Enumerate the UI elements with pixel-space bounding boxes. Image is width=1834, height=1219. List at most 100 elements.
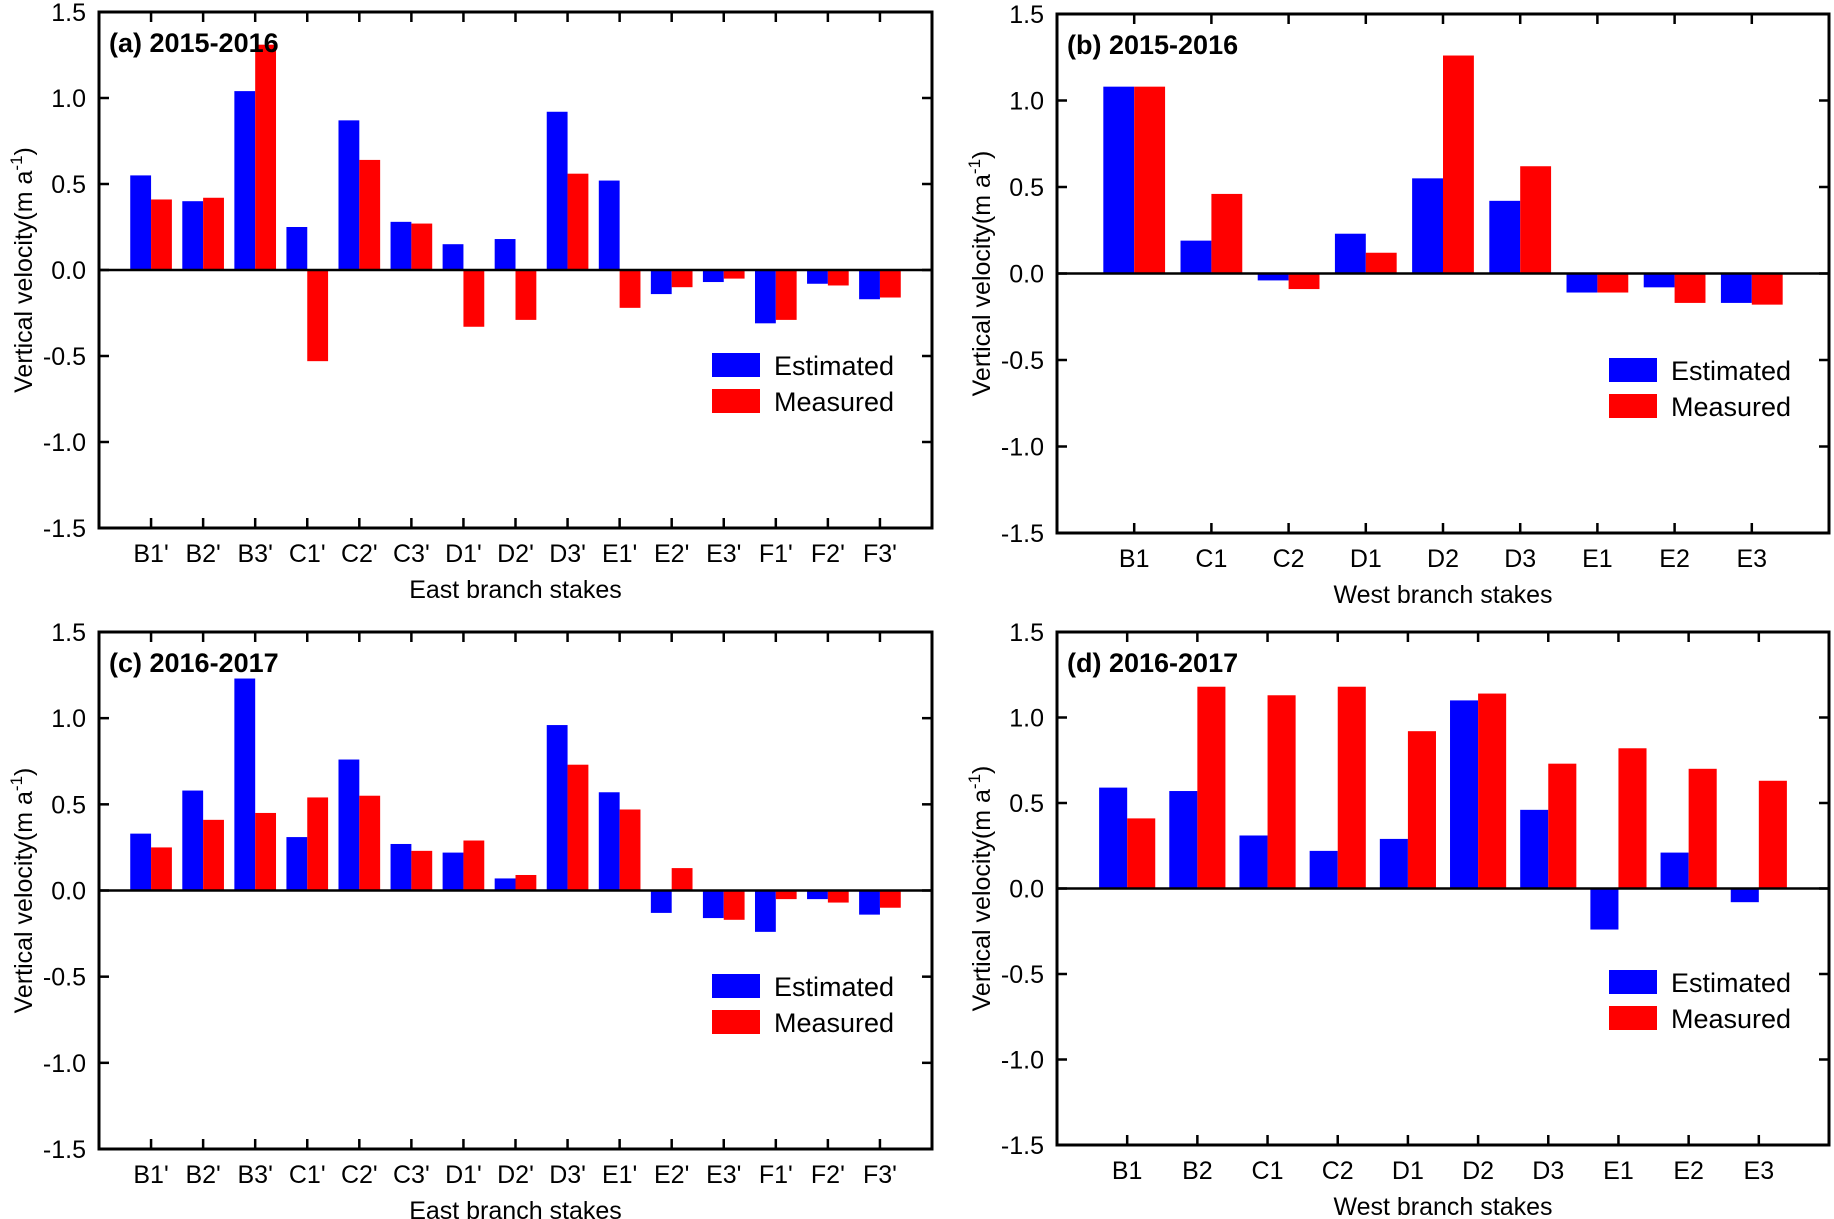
bar-estimated-e3 — [1730, 888, 1759, 903]
x-tick-label: D1 — [1350, 545, 1382, 573]
bar-measured-c3p — [411, 850, 433, 891]
bar-measured-f1p — [775, 270, 797, 320]
x-tick-label: B1' — [133, 1161, 168, 1189]
bar-measured-d2 — [1478, 693, 1507, 889]
bar-estimated-d3 — [1520, 809, 1549, 889]
x-tick-label: E2' — [654, 540, 689, 568]
legend-label-estimated: Estimated — [774, 351, 894, 381]
x-tick-label: F3' — [863, 540, 897, 568]
y-tick-label: -1.5 — [1001, 520, 1044, 548]
x-tick-label: E2 — [1673, 1157, 1704, 1185]
y-tick-label: 1.0 — [51, 705, 86, 733]
legend-swatch-measured — [1609, 1006, 1657, 1030]
bar-measured-d2 — [1443, 55, 1474, 274]
legend-label-measured: Measured — [1671, 392, 1791, 422]
bar-estimated-d1 — [1379, 838, 1408, 889]
bar-estimated-b1 — [1103, 86, 1135, 274]
panel-title: (a) 2015-2016 — [109, 28, 279, 58]
panel-a: 1.5 1.0 0.5 0.0 -0.5 -1.0 -1.5 B1' B2' B3' C1' C2' C… — [7, 0, 934, 604]
bar-estimated-e1 — [1566, 273, 1598, 293]
x-tick-label: C3' — [393, 1161, 430, 1189]
bar-estimated-b1p — [130, 175, 152, 270]
legend-swatch-estimated — [712, 353, 760, 377]
y-tick-label: -1.5 — [1001, 1132, 1044, 1160]
legend-swatch-measured — [712, 1010, 760, 1034]
y-tick-label: -1.0 — [1001, 434, 1044, 462]
bar-measured-f2p — [827, 890, 849, 903]
x-tick-label: F1' — [759, 1161, 793, 1189]
y-tick-label: -1.5 — [43, 1136, 86, 1164]
x-tick-label: F3' — [863, 1161, 897, 1189]
x-tick-label: B1 — [1112, 1157, 1143, 1185]
x-tick-label: E3' — [706, 1161, 741, 1189]
bar-estimated-b2p — [182, 201, 204, 270]
bar-measured-b1 — [1127, 818, 1156, 889]
bar-estimated-e2p — [650, 270, 672, 295]
x-tick-label: C1 — [1195, 545, 1227, 573]
bar-estimated-e3p — [702, 890, 724, 919]
x-axis-title: West branch stakes — [1333, 1193, 1552, 1219]
x-tick-label: F2' — [811, 540, 845, 568]
panel-c: 1.5 1.0 0.5 0.0 -0.5 -1.0 -1.5 B1' B2' B3' C1' C2' C… — [7, 619, 934, 1219]
bar-measured-c3p — [411, 223, 433, 270]
x-tick-label: C2' — [341, 540, 378, 568]
x-tick-label: E3 — [1744, 1157, 1775, 1185]
y-tick-label: 1.0 — [51, 85, 86, 113]
bar-measured-c2 — [1337, 686, 1366, 889]
legend-swatch-estimated — [1609, 970, 1657, 994]
x-tick-label: E2' — [654, 1161, 689, 1189]
bar-measured-f2p — [827, 270, 849, 286]
bar-estimated-b2 — [1169, 791, 1198, 889]
panel-title: (b) 2015-2016 — [1067, 30, 1238, 60]
bar-estimated-b2p — [182, 790, 204, 891]
bar-estimated-e2 — [1643, 273, 1675, 288]
bar-estimated-e1 — [1590, 888, 1619, 930]
y-axis-title: Vertical velocity(m a-1) — [7, 147, 38, 393]
y-tick-label: 1.5 — [1009, 1, 1044, 29]
bar-estimated-d3p — [546, 725, 568, 891]
x-tick-label: E1' — [602, 1161, 637, 1189]
x-tick-label: B2' — [185, 1161, 220, 1189]
x-tick-label: D2 — [1427, 545, 1459, 573]
bar-measured-e2p — [671, 868, 693, 891]
bar-estimated-f2p — [807, 270, 828, 284]
legend-label-measured: Measured — [774, 387, 894, 417]
x-tick-label: F1' — [759, 540, 793, 568]
bar-measured-c1p — [307, 797, 329, 891]
y-tick-label: 0.0 — [1009, 261, 1044, 289]
y-axis-title: Vertical velocity(m a-1) — [965, 151, 996, 397]
bar-measured-c2p — [359, 795, 381, 891]
x-tick-label: E1' — [602, 540, 637, 568]
bar-measured-b1p — [151, 199, 172, 270]
bar-estimated-c2p — [338, 120, 360, 270]
x-tick-label: C2 — [1273, 545, 1305, 573]
panel-b: 1.5 1.0 0.5 0.0 -0.5 -1.0 -1.5 B1 C1 C2 D1 D2 D3 E1 E2… — [965, 1, 1831, 609]
legend-label-estimated: Estimated — [1671, 356, 1791, 386]
x-tick-label: C1' — [289, 540, 326, 568]
y-tick-label: -1.0 — [43, 1050, 86, 1078]
y-tick-label: -0.5 — [1001, 961, 1044, 989]
legend-swatch-estimated — [1609, 358, 1657, 382]
bar-estimated-c2p — [338, 759, 360, 891]
bar-measured-d1p — [463, 840, 485, 891]
y-tick-label: -1.0 — [43, 429, 86, 457]
x-tick-label: D1' — [445, 1161, 482, 1189]
bar-measured-b3p — [255, 812, 277, 891]
x-tick-label: F2' — [811, 1161, 845, 1189]
x-tick-label: D3 — [1504, 545, 1536, 573]
bar-measured-e2 — [1688, 768, 1717, 889]
legend-label-measured: Measured — [1671, 1004, 1791, 1034]
y-tick-label: -1.5 — [43, 515, 86, 543]
x-tick-label: C1' — [289, 1161, 326, 1189]
bar-estimated-f1p — [754, 270, 776, 324]
bar-measured-b2p — [203, 197, 224, 270]
y-tick-label: 1.5 — [51, 0, 86, 27]
x-tick-label: B2 — [1182, 1157, 1213, 1185]
y-tick-label: -1.0 — [1001, 1047, 1044, 1075]
x-tick-label: B1' — [133, 540, 168, 568]
legend-label-estimated: Estimated — [774, 972, 894, 1002]
bar-estimated-d3 — [1489, 200, 1521, 274]
bar-measured-e1 — [1618, 748, 1647, 889]
bar-estimated-c1p — [286, 837, 308, 891]
bar-estimated-b1 — [1099, 787, 1128, 889]
